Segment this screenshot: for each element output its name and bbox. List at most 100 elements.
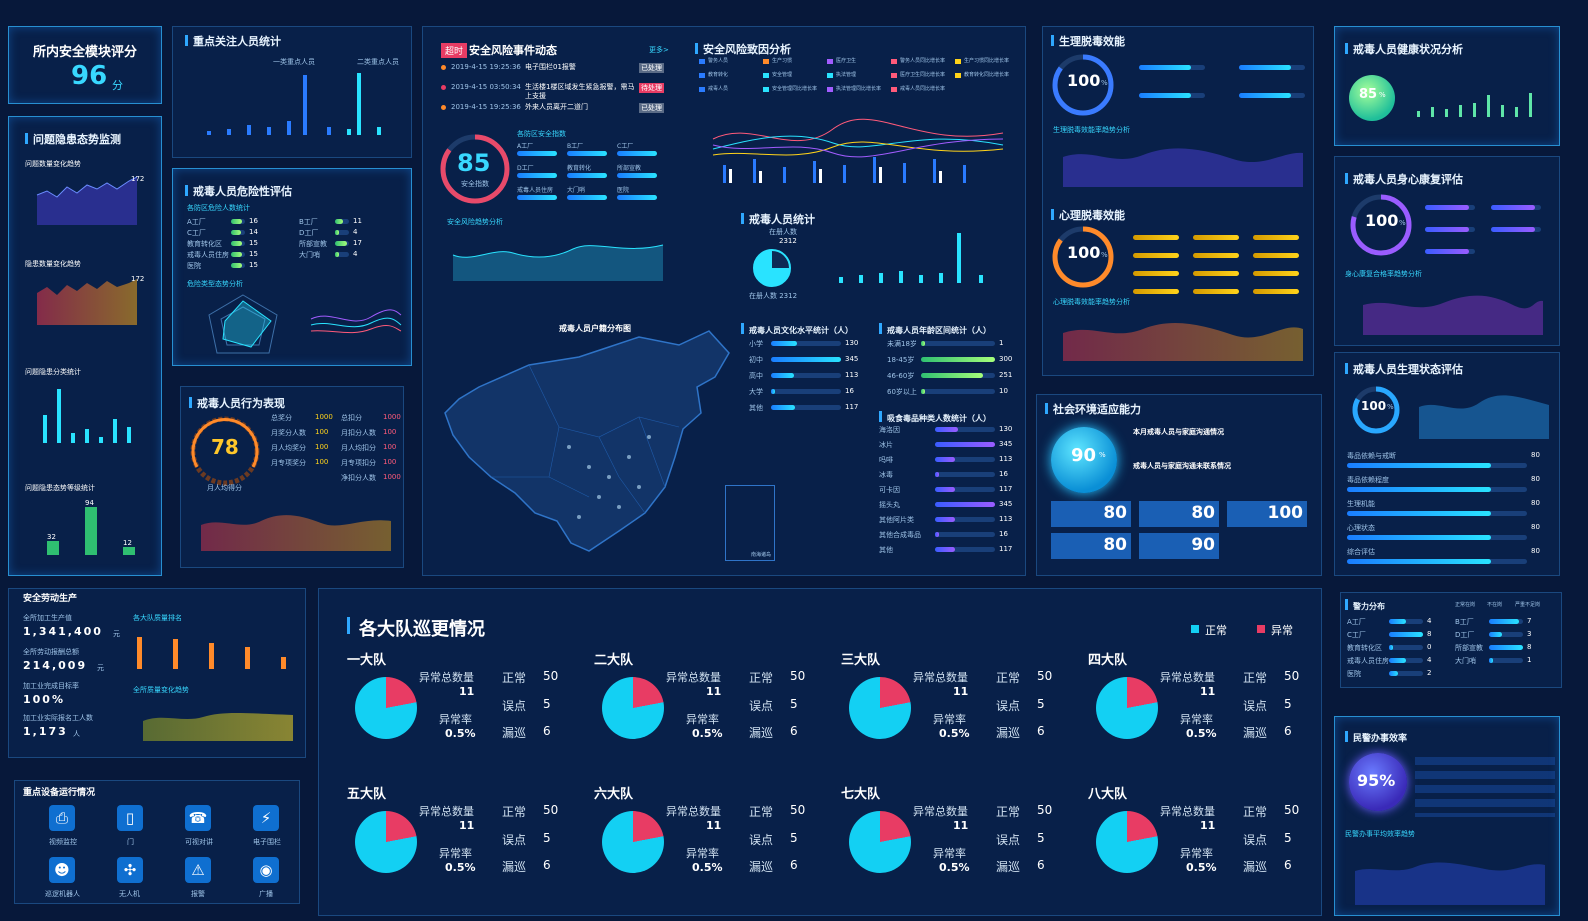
- social-tile-1: 80: [1051, 501, 1131, 527]
- drug-row-bar: [935, 427, 958, 432]
- physio-bar: [1139, 65, 1191, 70]
- device-drone-icon[interactable]: ✣: [117, 857, 143, 883]
- team-stat-label: 正常: [996, 805, 1021, 819]
- psych-bar: [1253, 235, 1299, 240]
- team-pie-chart: [355, 677, 417, 739]
- edu-row-value: 113: [845, 371, 859, 379]
- team-stat-label: 正常: [749, 671, 774, 685]
- team-pie-chart: [602, 811, 664, 873]
- social-panel: 社会环境适应能力 90 % 本月戒毒人员与家庭沟通情况 戒毒人员与家庭沟通未联系…: [1036, 394, 1322, 576]
- risk-zone-bar: [617, 173, 657, 178]
- team-stat-value: 5: [1284, 697, 1292, 711]
- prod-trend-chart: [143, 713, 293, 741]
- psych-bar: [1193, 253, 1239, 258]
- event-status-badge[interactable]: 已处理: [639, 63, 664, 73]
- drug-row-value: 113: [999, 455, 1013, 463]
- drug-row-value: 345: [999, 440, 1013, 448]
- team-stat-value: 50: [790, 669, 806, 683]
- prod-l2: 全所劳动报酬总额: [23, 648, 79, 656]
- recover-area-chart: [1363, 295, 1543, 335]
- patrol-team-card[interactable]: 五大队 异常总数量 11 异常率 0.5% 正常 50 误点 5 漏巡 6: [347, 783, 587, 903]
- patrol-team-card[interactable]: 六大队 异常总数量 11 异常率 0.5% 正常 50 误点 5 漏巡 6: [594, 783, 834, 903]
- hidden-area-chart-2: [37, 279, 137, 325]
- social-tile-4-value: 80: [1103, 535, 1127, 555]
- team-stat-value: 5: [1037, 831, 1045, 845]
- behavior-gauge: [190, 416, 260, 486]
- cause-legend-swatch: [891, 59, 897, 64]
- device-broadcast-icon[interactable]: ◉: [253, 857, 279, 883]
- team-stat-label: 漏巡: [502, 726, 527, 740]
- risk-zone-bar: [567, 151, 607, 156]
- focus-panel: 重点关注人员统计 一类重点人员 二类重点人员: [172, 26, 412, 158]
- cause-legend-label: 戒毒人员同比增长率: [900, 86, 946, 92]
- risk-zone-bar: [567, 195, 607, 200]
- drug-row-value: 16: [999, 470, 1008, 478]
- police-panel: 警力分布 正常在岗 不在岗 严重不足岗 A工厂 4 C工厂 8 教育转化区 0 戒毒人员住房…: [1340, 592, 1562, 688]
- team-name: 八大队: [1088, 787, 1128, 802]
- edu-row-value: 130: [845, 339, 859, 347]
- team-stat-value: 5: [1284, 831, 1292, 845]
- drug-row-value: 130: [999, 425, 1013, 433]
- team-stat-label: 误点: [1243, 699, 1268, 713]
- danger-sub1: 各防区危险人数统计: [187, 204, 250, 212]
- physstate-row-value: 80: [1531, 499, 1540, 507]
- device-door-icon[interactable]: ▯: [117, 805, 143, 831]
- age-row-track: [921, 389, 995, 394]
- patrol-team-card[interactable]: 三大队 异常总数量 11 异常率 0.5% 正常 50 误点 5 漏巡 6: [841, 649, 1081, 769]
- team-name: 三大队: [841, 653, 881, 668]
- score-unit: 分: [112, 79, 123, 92]
- patrol-team-card[interactable]: 四大队 异常总数量 11 异常率 0.5% 正常 50 误点 5 漏巡 6: [1088, 649, 1321, 769]
- patrol-team-card[interactable]: 八大队 异常总数量 11 异常率 0.5% 正常 50 误点 5 漏巡 6: [1088, 783, 1321, 903]
- edu-row-bar: [771, 341, 798, 346]
- team-stat-value: 6: [790, 724, 798, 738]
- event-status-badge[interactable]: 已处理: [639, 103, 664, 113]
- team-total-value: 11: [706, 685, 722, 698]
- physstate-row-bar: [1347, 463, 1491, 468]
- risk-trend-chart: [452, 244, 664, 281]
- drug-row-value: 345: [999, 500, 1013, 508]
- police-row-value: 8: [1427, 630, 1432, 638]
- device-fence-icon[interactable]: ⚡: [253, 805, 279, 831]
- team-stat-value: 50: [1037, 803, 1053, 817]
- events-more-link[interactable]: 更多>: [649, 46, 669, 54]
- team-pie-chart: [355, 811, 417, 873]
- patrol-team-card[interactable]: 二大队 异常总数量 11 异常率 0.5% 正常 50 误点 5 漏巡 6: [594, 649, 834, 769]
- device-alarm-icon[interactable]: ⚠: [185, 857, 211, 883]
- device-robot-icon[interactable]: ☻: [49, 857, 75, 883]
- event-status-badge[interactable]: 待处理: [639, 83, 664, 93]
- persons-in-total: 在册人数 2312: [749, 292, 798, 300]
- police-row-label: C工厂: [1347, 631, 1366, 639]
- danger-row2-label: 所部宣教: [299, 240, 327, 248]
- drug-row-bar: [935, 502, 995, 507]
- police-row-label: 戒毒人员住房: [1347, 657, 1389, 665]
- police-row2-label: 大门哨: [1455, 657, 1476, 665]
- event-desc[interactable]: 电子围栏01报警: [525, 63, 576, 71]
- risk-zone-bar: [567, 173, 607, 178]
- event-desc[interactable]: 外来人员离开二道门: [525, 103, 588, 111]
- prod-v3: 100%: [23, 693, 65, 706]
- recover-unit: %: [1399, 219, 1406, 227]
- team-stat-label: 误点: [996, 833, 1021, 847]
- hidden-bar-chart-4: [47, 507, 135, 555]
- recover-pct: 100: [1365, 211, 1399, 230]
- cause-legend-label: 安全管理: [772, 72, 793, 78]
- police-row-track: [1389, 671, 1423, 676]
- team-rate-value: 0.5%: [1186, 727, 1217, 740]
- team-stat-label: 正常: [502, 671, 527, 685]
- edu-row-bar: [771, 389, 775, 394]
- team-stat-value: 50: [790, 803, 806, 817]
- cause-legend-label: 警务人员同比增长率: [900, 58, 946, 64]
- device-intercom-icon[interactable]: ☎: [185, 805, 211, 831]
- civil-grid: [1415, 757, 1555, 817]
- hidden-chart3-title: 问题隐患分类统计: [25, 368, 81, 376]
- team-total-value: 11: [953, 819, 969, 832]
- patrol-team-card[interactable]: 七大队 异常总数量 11 异常率 0.5% 正常 50 误点 5 漏巡 6: [841, 783, 1081, 903]
- patrol-team-card[interactable]: 一大队 异常总数量 11 异常率 0.5% 正常 50 误点 5 漏巡 6: [347, 649, 587, 769]
- device-cctv-icon[interactable]: ⎙: [49, 805, 75, 831]
- event-desc[interactable]: 生活楼1楼区域发生紧急报警，需马上支援: [525, 83, 635, 100]
- risk-zone-label: 大门哨: [567, 187, 586, 194]
- age-row-track: [921, 341, 995, 346]
- police-row-track: [1389, 658, 1423, 663]
- psych-area-chart: [1063, 322, 1303, 361]
- behavior-stat-label2: 净扣分人数: [341, 474, 376, 482]
